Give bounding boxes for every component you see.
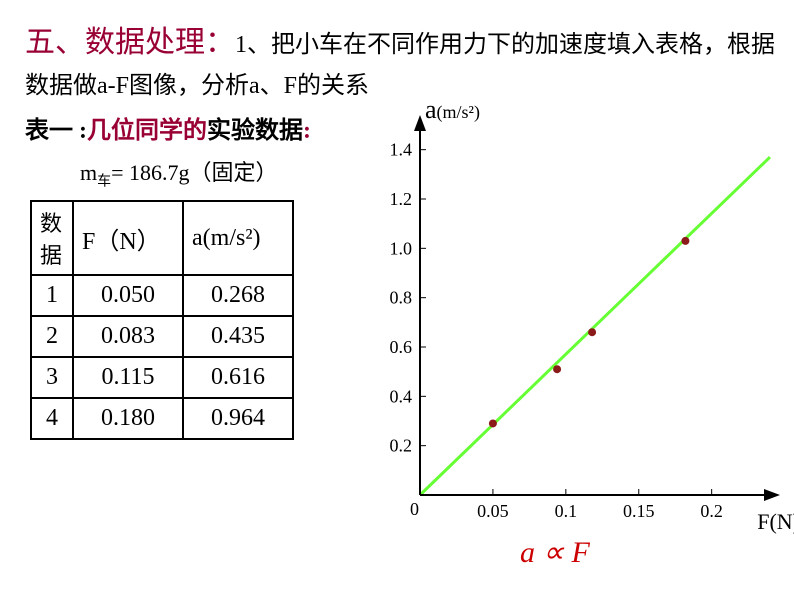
table-title-red: 几位同学的 (87, 118, 207, 144)
cell-a: 0.616 (183, 357, 293, 398)
table-title-suffix: : (303, 118, 311, 144)
svg-text:1.2: 1.2 (390, 189, 413, 209)
table-row: 4 0.180 0.964 (31, 398, 293, 439)
data-table: 数据 F（N） a(m/s²) 1 0.050 0.268 2 0.083 0.… (30, 200, 294, 440)
svg-text:1.0: 1.0 (390, 238, 413, 258)
mass-text: = 186.7g（固定） (111, 160, 277, 185)
mass-symbol: m (80, 160, 97, 185)
col-header-f: F（N） (73, 201, 183, 275)
cell-a: 0.435 (183, 316, 293, 357)
table-row: 数据 F（N） a(m/s²) (31, 201, 293, 275)
mass-sub: 车 (97, 174, 111, 189)
svg-text:0.2: 0.2 (700, 501, 723, 521)
svg-text:0.2: 0.2 (390, 436, 413, 456)
svg-text:1.4: 1.4 (390, 140, 413, 160)
cell-f: 0.180 (73, 398, 183, 439)
table-title: 表一 :几位同学的实验数据: (25, 110, 311, 145)
cell-f: 0.115 (73, 357, 183, 398)
x-axis-label: F(N) (757, 509, 794, 535)
table-title-prefix: 表一 : (25, 118, 87, 144)
mass-line: m车= 186.7g（固定） (80, 155, 278, 190)
table-row: 3 0.115 0.616 (31, 357, 293, 398)
cell-idx: 1 (31, 275, 73, 316)
svg-text:0.4: 0.4 (390, 386, 413, 406)
col-header-a: a(m/s²) (183, 201, 293, 275)
cell-a: 0.964 (183, 398, 293, 439)
svg-text:0: 0 (410, 499, 419, 519)
cell-idx: 3 (31, 357, 73, 398)
chart: a(m/s²) 0 0.05 0.1 0.15 0.2 0.2 0.4 0.6 0.8 1.0 1.… (370, 95, 790, 565)
svg-text:0.6: 0.6 (390, 337, 413, 357)
col-header-idx: 数据 (31, 201, 73, 275)
table-row: 1 0.050 0.268 (31, 275, 293, 316)
cell-f: 0.050 (73, 275, 183, 316)
cell-idx: 2 (31, 316, 73, 357)
proportional-formula: a ∝ F (520, 535, 590, 570)
svg-text:0.1: 0.1 (555, 501, 578, 521)
svg-text:0.8: 0.8 (390, 288, 413, 308)
chart-svg: 0 0.05 0.1 0.15 0.2 0.2 0.4 0.6 0.8 1.0 1.2 1.4 (370, 95, 790, 525)
y-axis-label: a(m/s²) (425, 95, 480, 125)
section-heading: 五、数据处理：1、把小车在不同作用力下的加速度填入表格，根据数据做a-F图像，分… (25, 20, 785, 104)
table-title-black: 实验数据 (207, 118, 303, 144)
svg-text:0.15: 0.15 (623, 501, 655, 521)
y-var: a (425, 95, 437, 124)
cell-f: 0.083 (73, 316, 183, 357)
cell-idx: 4 (31, 398, 73, 439)
table-row: 2 0.083 0.435 (31, 316, 293, 357)
cell-a: 0.268 (183, 275, 293, 316)
section-label: 五、数据处理： (25, 26, 235, 59)
svg-text:0.05: 0.05 (477, 501, 509, 521)
y-unit: (m/s²) (437, 102, 480, 122)
